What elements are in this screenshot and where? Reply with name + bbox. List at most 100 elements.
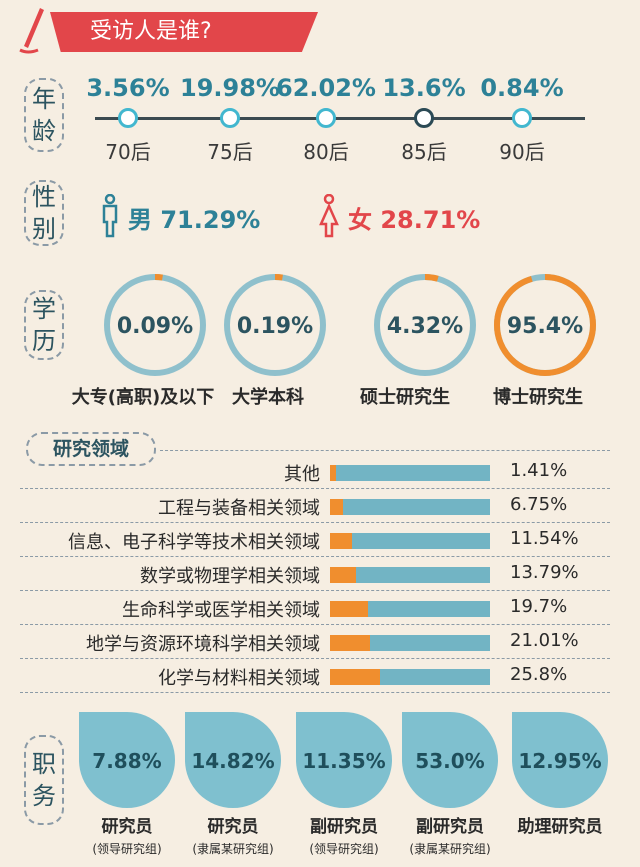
position-blob-shape-1 [185, 712, 281, 808]
position-pct-3: 53.0% [415, 749, 484, 773]
female-stat: 女 28.71% [348, 200, 480, 235]
age-label-2: 80后 [303, 140, 349, 164]
edu-ring-3: 95.4% [494, 274, 596, 376]
age-dot-4 [512, 108, 532, 128]
field-pct-6: 25.8% [510, 664, 568, 685]
age-label-3: 85后 [401, 140, 447, 164]
field-divider [160, 450, 610, 451]
position-pct-0: 7.88% [92, 749, 161, 773]
edu-ring-fill-2 [374, 274, 476, 376]
position-name-3: 副研究员 [416, 817, 484, 837]
position-blob-3: 53.0% [402, 712, 498, 808]
field-pct-5: 21.01% [510, 630, 579, 651]
field-bar-5 [330, 635, 371, 651]
position-pct-2: 11.35% [302, 749, 385, 773]
age-label-char-1: 年 [32, 85, 56, 113]
edu-pct-1: 0.19% [237, 314, 313, 339]
position-blob-shape-3 [402, 712, 498, 808]
gender-section-label: 性 别 [24, 180, 64, 246]
field-pct-0: 1.41% [510, 460, 568, 481]
banner-title: 受访人是谁? [50, 12, 318, 52]
edu-pct-3: 95.4% [507, 314, 583, 339]
age-pct-2: 62.02% [276, 74, 376, 102]
position-sub-1: (隶属某研究组) [192, 842, 274, 856]
position-blob-shape-0 [79, 712, 175, 808]
age-dot-2 [316, 108, 336, 128]
field-section-label: 研究领域 [26, 432, 156, 466]
field-track-5 [330, 635, 490, 651]
edu-ring-fill-0 [104, 274, 206, 376]
position-blob-4: 12.95% [512, 712, 608, 808]
edu-label-char-1: 学 [32, 295, 56, 323]
field-track-6 [330, 669, 490, 685]
banner-brush-icon [19, 8, 44, 54]
field-row-divider-1 [20, 522, 610, 523]
male-label: 男 [128, 206, 152, 234]
position-label-1: 研究员 (隶属某研究组) [178, 816, 288, 860]
field-row-divider-6 [20, 692, 610, 693]
male-pct: 71.29% [160, 206, 261, 234]
edu-label-3: 博士研究生 [493, 387, 583, 408]
edu-label-2: 硕士研究生 [360, 387, 450, 408]
field-label-6: 化学与材料相关领域 [158, 668, 320, 689]
field-track-1 [330, 499, 490, 515]
age-label-1: 75后 [207, 140, 253, 164]
age-pct-3: 13.6% [382, 74, 466, 102]
field-row-divider-2 [20, 556, 610, 557]
position-label-0: 研究员 (领导研究组) [72, 816, 182, 860]
edu-pct-2: 4.32% [387, 314, 463, 339]
position-sub-0: (领导研究组) [92, 842, 162, 856]
field-row-divider-5 [20, 658, 610, 659]
field-pct-3: 13.79% [510, 562, 579, 583]
edu-ring-fill-3 [494, 274, 596, 376]
field-bar-1 [330, 499, 343, 515]
position-label-2: 副研究员 (领导研究组) [289, 816, 399, 860]
field-label-3: 数学或物理学相关领域 [140, 566, 320, 587]
edu-label-0: 大专(高职)及以下 [71, 387, 215, 408]
field-bar-4 [330, 601, 368, 617]
field-label-5: 地学与资源环境科学相关领域 [86, 634, 320, 655]
field-label-1: 工程与装备相关领域 [158, 498, 320, 519]
position-blob-2: 11.35% [296, 712, 392, 808]
position-name-0: 研究员 [101, 817, 153, 837]
position-blob-shape-2 [296, 712, 392, 808]
field-pct-2: 11.54% [510, 528, 579, 549]
age-label-0: 70后 [105, 140, 151, 164]
field-label-2: 信息、电子科学等技术相关领域 [68, 532, 320, 553]
field-label-4: 生命科学或医学相关领域 [122, 600, 320, 621]
edu-label-1: 大学本科 [232, 387, 304, 408]
age-timeline [95, 117, 585, 120]
position-pct-4: 12.95% [518, 749, 601, 773]
age-dot-0 [118, 108, 138, 128]
edu-ring-fill-1 [224, 274, 326, 376]
position-pct-1: 14.82% [191, 749, 274, 773]
edu-pct-0: 0.09% [117, 314, 193, 339]
age-pct-4: 0.84% [480, 74, 564, 102]
female-icon [319, 194, 339, 238]
field-row-divider-0 [20, 488, 610, 489]
position-label-char-1: 职 [32, 750, 56, 778]
position-label-char-2: 务 [32, 782, 56, 810]
male-stat: 男 71.29% [128, 200, 260, 235]
female-label: 女 [348, 206, 372, 234]
gender-label-char-2: 别 [32, 215, 56, 243]
age-pct-0: 3.56% [86, 74, 170, 102]
field-track-2 [330, 533, 490, 549]
female-pct: 28.71% [380, 206, 481, 234]
age-label-4: 90后 [499, 140, 545, 164]
age-label-char-2: 龄 [32, 117, 56, 145]
position-name-1: 研究员 [207, 817, 259, 837]
position-section-label: 职 务 [24, 735, 64, 825]
field-row-divider-4 [20, 624, 610, 625]
edu-label-char-2: 历 [32, 327, 56, 355]
position-blob-shape-4 [512, 712, 608, 808]
position-label-4: 助理研究员 [505, 816, 615, 838]
position-blob-1: 14.82% [185, 712, 281, 808]
gender-label-char-1: 性 [32, 183, 56, 211]
field-pct-4: 19.7% [510, 596, 568, 617]
field-track-0 [330, 465, 490, 481]
field-bar-0 [330, 465, 336, 481]
field-bar-2 [330, 533, 353, 549]
age-section-label: 年 龄 [24, 78, 64, 152]
field-bar-6 [330, 669, 380, 685]
